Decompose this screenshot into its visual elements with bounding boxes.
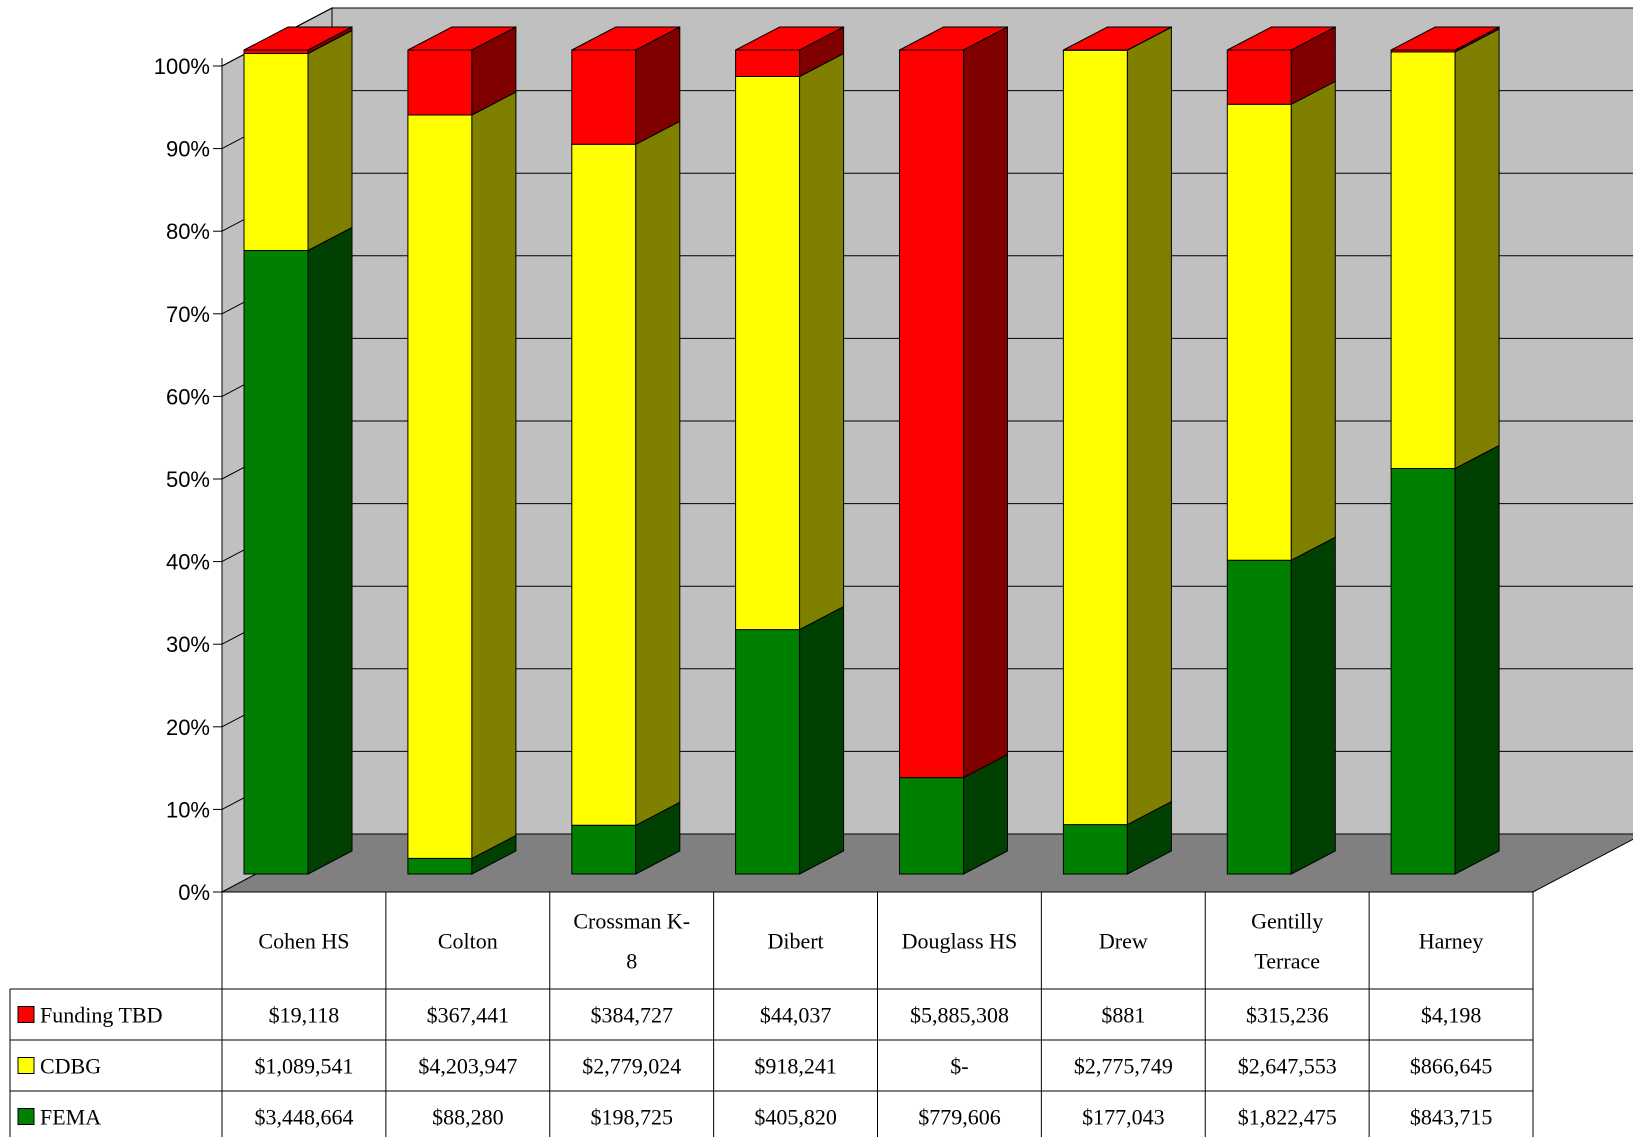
data-label: $1,089,541 <box>254 1054 353 1079</box>
data-label: $44,037 <box>760 1003 832 1028</box>
bar-segment <box>1062 824 1128 875</box>
category-label: 8 <box>626 949 637 974</box>
y-tick-label: 80% <box>166 219 210 244</box>
bar-segment <box>899 777 964 875</box>
legend-swatch <box>17 1108 35 1125</box>
data-label: $5,885,308 <box>910 1003 1009 1028</box>
bar-segment <box>407 49 473 116</box>
category-label: Colton <box>438 929 498 954</box>
bar-segment-side <box>799 52 845 631</box>
data-label: $2,779,024 <box>582 1054 681 1079</box>
y-tick-label: 40% <box>166 550 210 575</box>
data-label: $843,715 <box>1410 1105 1493 1130</box>
bar-segment <box>243 53 309 251</box>
data-label: $1,822,475 <box>1238 1105 1337 1130</box>
category-label: Terrace <box>1254 949 1320 974</box>
data-label: $19,118 <box>269 1003 340 1028</box>
bar-segment <box>571 143 637 826</box>
bar-segment-side <box>635 120 681 827</box>
bar-segment <box>899 49 964 779</box>
data-label: $198,725 <box>590 1105 673 1130</box>
bar-segment-top <box>243 26 353 51</box>
bar-segment-side <box>799 605 845 875</box>
bar-segment-top <box>571 26 681 51</box>
data-table: Cohen HS Colton Crossman K- 8 Dibert Douglass… <box>9 891 1534 1137</box>
y-tick-label: 70% <box>166 302 210 327</box>
category-label: Dibert <box>767 929 823 954</box>
bar-segment-side <box>471 91 517 860</box>
data-label: $918,241 <box>754 1054 837 1079</box>
bar-segment <box>1226 559 1292 875</box>
bar-segment <box>407 857 473 875</box>
data-label: $2,775,749 <box>1074 1054 1173 1079</box>
data-label: $315,236 <box>1246 1003 1329 1028</box>
bar-segment <box>407 114 473 859</box>
bar-segment <box>1390 468 1456 875</box>
legend-swatch <box>17 1006 35 1023</box>
data-label: $4,198 <box>1421 1003 1482 1028</box>
bar-segment <box>243 49 309 54</box>
bar-segment-top <box>1390 26 1500 51</box>
bar-segment-top <box>407 26 517 51</box>
bar-segment <box>1226 103 1292 561</box>
category-label: Douglass HS <box>902 929 1018 954</box>
data-label: $405,820 <box>754 1105 837 1130</box>
category-label: Crossman K- <box>573 909 690 934</box>
bar-segment <box>1226 49 1292 105</box>
y-tick-label: 50% <box>166 467 210 492</box>
y-tick-label: 30% <box>166 632 210 657</box>
category-label: Cohen HS <box>258 929 349 954</box>
bar-segment <box>1390 51 1456 469</box>
data-label: $3,448,664 <box>254 1105 353 1130</box>
y-axis: 0% 10% 20% 30% 40% 50% 60% 70% 80% 90% 100% <box>154 54 223 905</box>
bar-segment-top <box>1063 26 1172 51</box>
legend-label: FEMA <box>40 1105 101 1130</box>
category-label: Drew <box>1099 929 1148 954</box>
y-tick-label: 10% <box>166 797 210 822</box>
category-label: Harney <box>1419 929 1484 954</box>
y-tick-label: 20% <box>166 715 210 740</box>
bar-segment-top <box>735 26 844 51</box>
bar-segment <box>735 76 801 631</box>
data-label: $866,645 <box>1410 1054 1493 1079</box>
y-tick-label: 0% <box>178 880 210 905</box>
bar-segment-side <box>963 26 1008 779</box>
data-label: $- <box>950 1054 968 1079</box>
bar-segment <box>571 49 637 145</box>
data-label: $4,203,947 <box>418 1054 517 1079</box>
data-label: $881 <box>1101 1003 1145 1028</box>
bar-segment-side <box>1290 80 1336 562</box>
bar-segment-side <box>307 226 353 875</box>
bars <box>243 26 1500 875</box>
bar-segment-top <box>899 26 1008 51</box>
bar-segment-top <box>1227 26 1336 51</box>
bar-segment <box>1062 49 1128 826</box>
data-label: $779,606 <box>918 1105 1001 1130</box>
bar-segment-side <box>1454 28 1500 470</box>
bar-segment <box>735 629 801 875</box>
data-label: $367,441 <box>427 1003 510 1028</box>
legend-label: Funding TBD <box>40 1003 162 1028</box>
bar-segment-side <box>1126 26 1172 826</box>
bar-segment <box>243 250 309 875</box>
data-label: $2,647,553 <box>1238 1054 1337 1079</box>
legend-label: CDBG <box>40 1054 101 1079</box>
category-label: Gentilly <box>1251 909 1323 934</box>
data-label: $384,727 <box>590 1003 673 1028</box>
y-tick-label: 60% <box>166 384 210 409</box>
bar-segment-side <box>1290 536 1336 875</box>
data-label: $177,043 <box>1082 1105 1165 1130</box>
bar-segment <box>735 49 801 77</box>
bar-segment <box>571 824 637 875</box>
bar-segment-side <box>1454 444 1500 875</box>
bar-segment-side <box>307 29 353 252</box>
y-tick-label: 90% <box>166 137 210 162</box>
data-label: $88,280 <box>432 1105 504 1130</box>
y-tick-label: 100% <box>154 54 210 79</box>
legend-swatch <box>17 1057 35 1074</box>
